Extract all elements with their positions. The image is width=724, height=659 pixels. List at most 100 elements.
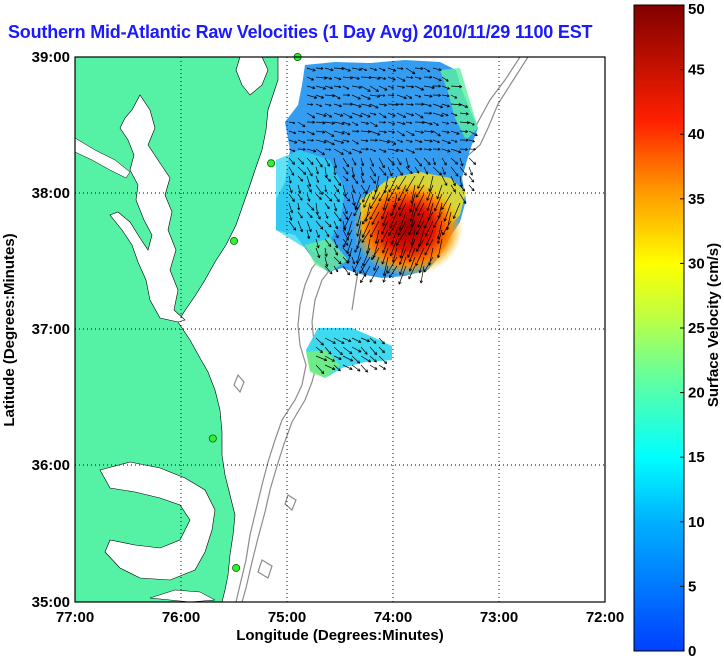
current-vector — [452, 202, 461, 220]
current-vector — [434, 193, 443, 212]
current-vector — [333, 175, 342, 187]
current-vector — [378, 85, 388, 91]
potomac-river — [75, 137, 131, 179]
current-vector — [432, 67, 442, 72]
current-vector — [468, 139, 476, 143]
current-vector — [351, 76, 360, 80]
current-vector — [450, 112, 458, 117]
current-vector — [324, 364, 336, 371]
current-vector — [423, 75, 433, 79]
current-vector — [389, 265, 398, 279]
current-vector — [306, 202, 315, 211]
current-vector — [315, 121, 326, 125]
current-vector — [333, 112, 344, 117]
current-vector — [405, 121, 413, 125]
current-vector — [351, 256, 356, 265]
current-vector — [442, 220, 452, 236]
current-vector — [297, 147, 306, 151]
current-vector — [342, 229, 353, 248]
current-vector — [306, 184, 312, 193]
current-vector — [418, 256, 425, 274]
current-vector — [315, 94, 325, 99]
current-vector — [417, 211, 425, 228]
current-vector — [346, 220, 353, 236]
current-vector — [405, 94, 413, 99]
current-vector — [425, 229, 434, 246]
current-vector — [405, 175, 416, 192]
current-vector — [432, 166, 443, 176]
current-vector — [398, 247, 407, 265]
current-vector — [351, 129, 360, 133]
current-vector — [306, 175, 312, 188]
current-vector — [324, 157, 330, 167]
current-vector — [409, 193, 416, 213]
current-vector — [351, 103, 362, 108]
current-vector — [417, 202, 425, 216]
current-vector — [363, 193, 371, 208]
current-vector — [382, 256, 389, 277]
current-vector — [288, 139, 298, 144]
current-vector — [416, 238, 425, 252]
current-vector — [315, 346, 324, 354]
current-vector — [360, 112, 371, 118]
x-tick-label: 77:00 — [56, 609, 94, 626]
current-vector — [342, 337, 352, 343]
current-vector — [450, 84, 463, 89]
current-vector — [387, 121, 396, 125]
current-vector — [369, 103, 379, 109]
current-vector — [351, 184, 356, 193]
current-vector — [297, 220, 303, 233]
current-vector — [351, 121, 359, 126]
current-vector — [423, 111, 433, 115]
current-vector — [306, 157, 314, 165]
current-vector — [408, 220, 416, 236]
current-vector — [333, 337, 345, 344]
current-vector — [369, 94, 381, 98]
y-tick-labels: 39:00 38:00 37:00 36:00 35:00 — [32, 49, 70, 611]
current-vector — [333, 346, 343, 356]
current-vector — [450, 130, 460, 135]
current-vector — [369, 265, 380, 283]
current-vector — [324, 139, 335, 146]
colorbar-tick-label: 30 — [688, 255, 705, 272]
current-vector — [443, 202, 452, 222]
current-vector — [360, 265, 371, 284]
current-vector — [324, 247, 328, 257]
current-vector — [450, 148, 462, 154]
current-vector — [410, 211, 416, 227]
current-vector — [333, 148, 344, 155]
current-vector — [342, 166, 349, 175]
current-vector — [382, 193, 389, 211]
current-vector — [441, 112, 449, 117]
current-vector — [459, 193, 467, 205]
current-vector — [369, 166, 377, 177]
current-vector — [288, 175, 292, 184]
current-vector — [459, 112, 469, 116]
current-vector — [315, 112, 327, 117]
current-vector — [414, 66, 424, 71]
current-vector — [306, 94, 318, 99]
current-vector — [360, 147, 369, 151]
current-vector — [351, 112, 363, 118]
current-vector — [315, 220, 324, 230]
current-vector — [342, 157, 350, 168]
current-vectors — [288, 66, 478, 375]
current-vector — [360, 130, 371, 134]
current-vector — [468, 184, 475, 192]
current-vector — [389, 211, 398, 229]
current-vector — [396, 166, 403, 176]
current-vector — [378, 94, 386, 97]
current-vector — [351, 94, 361, 100]
current-vector — [288, 193, 295, 202]
current-vector — [342, 220, 347, 231]
current-vector — [423, 85, 435, 90]
current-vector — [360, 121, 370, 125]
current-vector — [315, 66, 324, 70]
current-vector — [423, 139, 433, 143]
current-vector — [378, 148, 387, 153]
current-vector — [333, 265, 339, 273]
current-vector — [297, 157, 305, 165]
current-vector — [288, 130, 297, 135]
current-vector — [423, 67, 431, 73]
